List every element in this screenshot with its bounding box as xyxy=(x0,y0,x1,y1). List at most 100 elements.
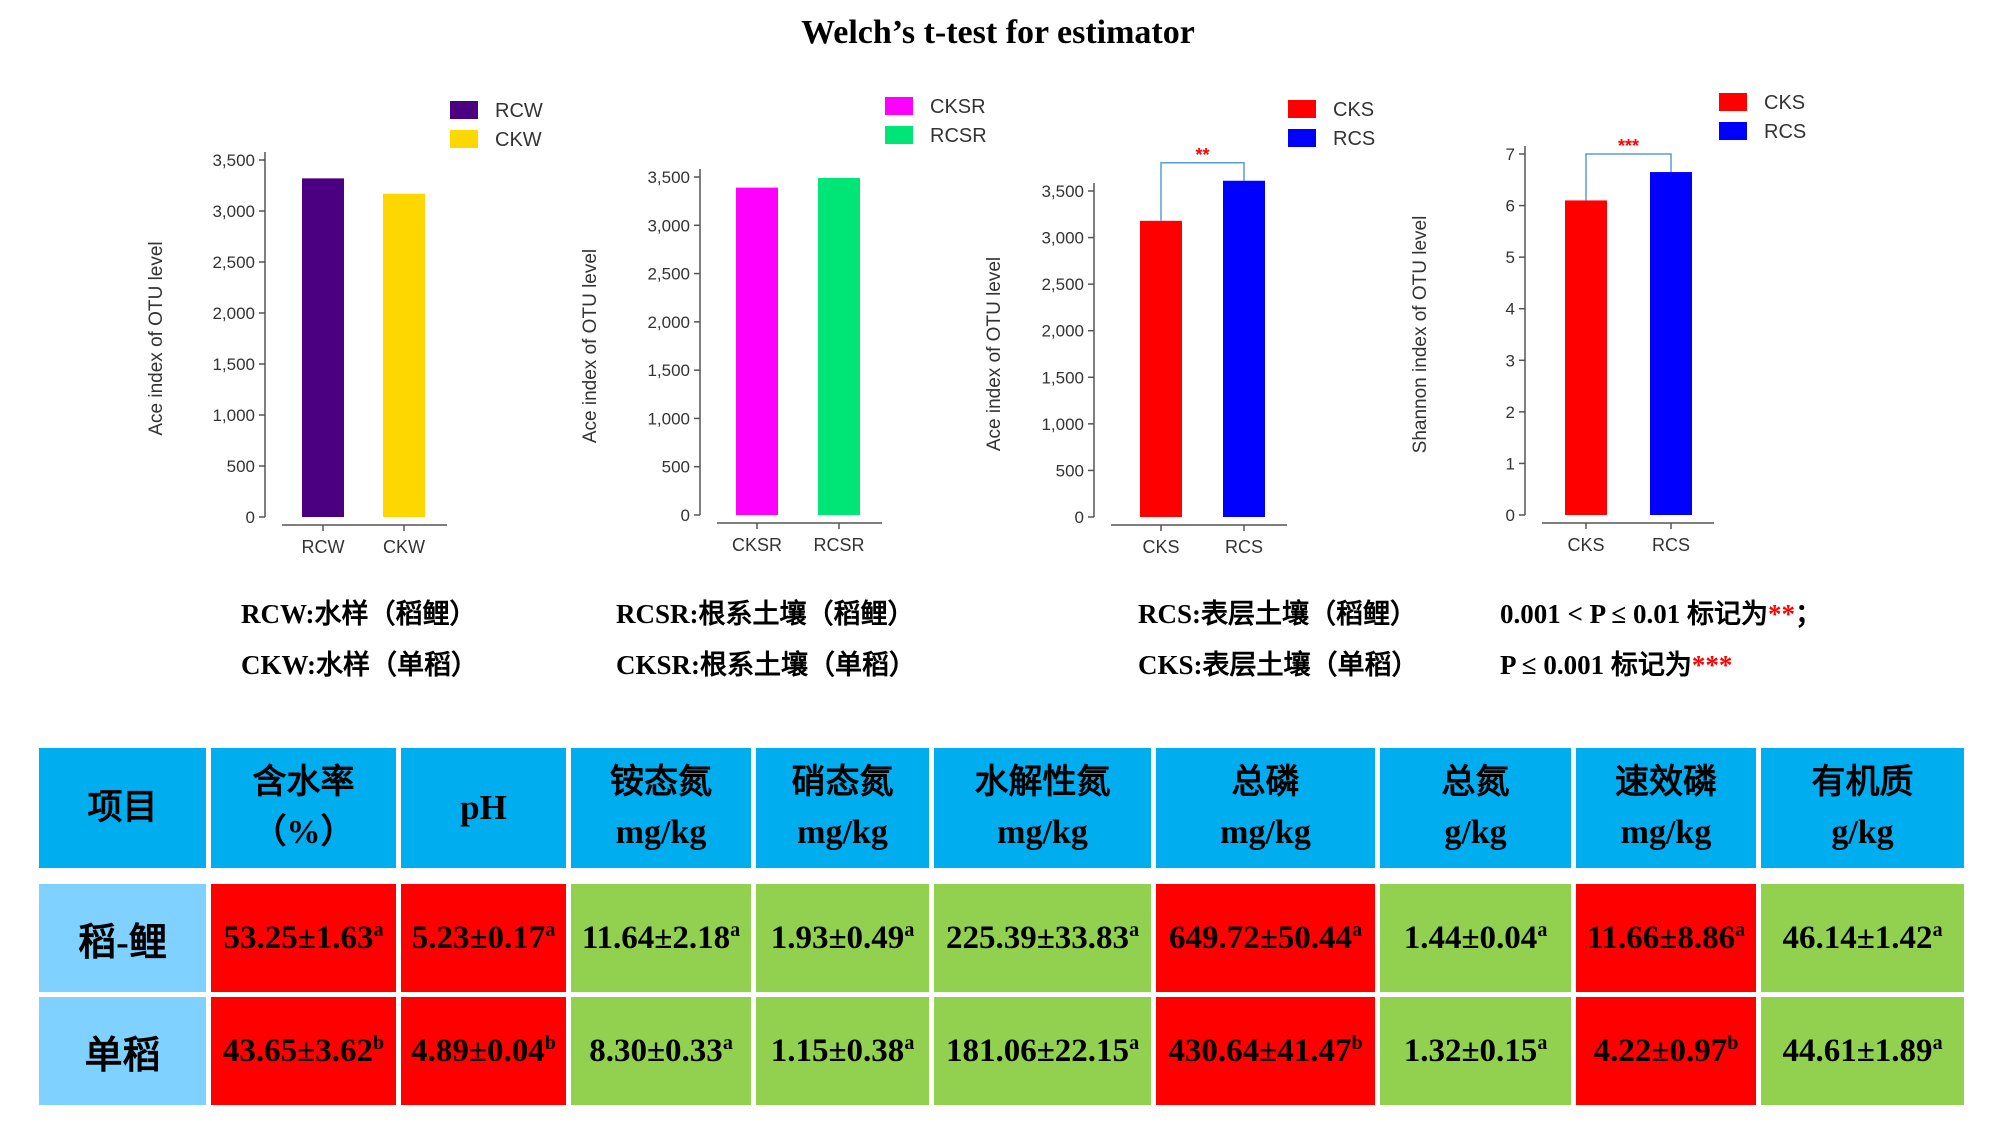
legend-swatch xyxy=(450,130,478,148)
y-tick-label: 2,000 xyxy=(1041,322,1084,341)
cell-value: 1.15±0.38 xyxy=(770,1032,905,1069)
significance-stars: ** xyxy=(1195,145,1209,165)
significance-letter: a xyxy=(1537,918,1548,941)
cell-value: 430.64±41.47 xyxy=(1168,1032,1352,1069)
table-cell: 430.64±41.47b xyxy=(1151,992,1380,1110)
significance-letter: b xyxy=(1351,1031,1363,1054)
y-tick-label: 500 xyxy=(662,458,690,477)
y-tick-label: 2,000 xyxy=(212,304,255,323)
y-tick-label: 0 xyxy=(1506,506,1515,525)
y-tick-label: 3 xyxy=(1506,351,1515,370)
column-header: 硝态氮 mg/kg xyxy=(751,743,934,873)
bar-cks xyxy=(1565,200,1607,515)
y-tick-label: 3,000 xyxy=(1041,229,1084,248)
bar-ckw xyxy=(383,193,425,517)
column-header: 有机质 g/kg xyxy=(1756,743,1969,873)
table-body: 稻-鲤 53.25±1.63a 5.23±0.17a 11.64±2.18a 1.93±… xyxy=(34,870,1969,1110)
significance-bracket xyxy=(1160,162,1245,221)
significance-letter: a xyxy=(1129,918,1140,941)
y-tick-label: 2,500 xyxy=(212,253,255,272)
y-tick-label: 3,000 xyxy=(647,216,690,235)
y-tick-label: 500 xyxy=(1056,461,1084,480)
y-tick-label: 1,000 xyxy=(647,409,690,428)
column-header-unit: （%） xyxy=(252,814,355,851)
legend-swatch xyxy=(1288,100,1316,118)
note-p-triple-star: P ≤ 0.001 标记为*** xyxy=(1500,643,1732,682)
significance-letter: a xyxy=(722,1031,733,1054)
significance-letter: a xyxy=(1932,1031,1943,1054)
significance-letter: b xyxy=(373,1031,385,1054)
p1-stars: ** xyxy=(1767,599,1795,629)
cell-value: 11.64±2.18 xyxy=(581,919,731,956)
column-header-unit: mg/kg xyxy=(1620,814,1712,851)
x-tick-label: CKS xyxy=(1567,535,1604,555)
cell-value: 1.93±0.49 xyxy=(770,919,905,956)
cell-value: 11.66±8.86 xyxy=(1586,919,1736,956)
y-axis-label: Ace index of OTU level xyxy=(580,249,601,443)
cell-value: 53.25±1.63 xyxy=(223,919,374,956)
column-header-name: 有机质 xyxy=(1811,764,1914,801)
cell-value: 1.44±0.04 xyxy=(1403,919,1538,956)
table-cell: 225.39±33.83a xyxy=(929,879,1156,997)
significance-letter: a xyxy=(373,918,384,941)
column-header-name: 总磷 xyxy=(1231,764,1300,801)
bar-rcs xyxy=(1650,172,1692,516)
cell-value: 43.65±3.62 xyxy=(222,1032,373,1069)
cell-value: 181.06±22.15 xyxy=(945,1032,1130,1069)
y-tick-label: 1 xyxy=(1506,454,1515,473)
y-tick-label: 6 xyxy=(1506,197,1515,216)
column-header: 速效磷 mg/kg xyxy=(1571,743,1761,873)
table-cell: 11.66±8.86a xyxy=(1571,879,1761,997)
note-rcs: RCS:表层土壤（稻鲤） xyxy=(1138,599,1418,629)
y-axis-label: Shannon index of OTU level xyxy=(1410,216,1431,454)
column-header-unit: mg/kg xyxy=(797,814,888,851)
soil-properties-table: 项目 含水率 （%） pH 铵态氮 mg/kg 硝态氮 mg/kg 水解性氮 mg/kg 总磷 mg/… xyxy=(34,743,1969,1110)
y-tick-label: 1,000 xyxy=(212,406,255,425)
y-tick-label: 0 xyxy=(246,508,255,527)
y-tick-label: 1,000 xyxy=(1041,415,1084,434)
column-header-unit: g/kg xyxy=(1831,814,1894,851)
note-p-double-star: 0.001 < P ≤ 0.01 标记为**； xyxy=(1500,592,1822,631)
note-rcsr: RCSR:根系土壤（稻鲤） xyxy=(616,599,915,629)
x-tick-label: CKSR xyxy=(732,535,782,555)
y-axis-label: Ace index of OTU level xyxy=(146,241,167,435)
column-header: 总氮 g/kg xyxy=(1375,743,1576,873)
significance-letter: a xyxy=(730,918,741,941)
bar-rcw xyxy=(302,178,344,518)
table-cell: 46.14±1.42a xyxy=(1756,879,1969,997)
column-header-name: 硝态氮 xyxy=(791,764,894,801)
y-tick-label: 3,500 xyxy=(212,151,255,170)
column-header: 铵态氮 mg/kg xyxy=(566,743,756,873)
significance-letter: a xyxy=(1352,918,1363,941)
y-axis-label: Ace index of OTU level xyxy=(984,257,1005,451)
table-cell: 649.72±50.44a xyxy=(1151,879,1380,997)
bar-rcs xyxy=(1223,180,1265,518)
y-tick-label: 1,500 xyxy=(1041,368,1084,387)
bar-cks xyxy=(1140,220,1182,517)
cell-value: 46.14±1.42 xyxy=(1782,919,1933,956)
significance-letter: b xyxy=(1727,1031,1739,1054)
x-tick-label: CKW xyxy=(383,537,425,557)
x-tick-label: RCW xyxy=(302,537,345,557)
column-header: 含水率 （%） xyxy=(206,743,401,873)
significance-bracket xyxy=(1585,153,1672,201)
legend-label: CKS xyxy=(1333,99,1374,121)
column-header: pH xyxy=(396,743,571,873)
table-cell: 11.64±2.18a xyxy=(566,879,756,997)
y-tick-label: 0 xyxy=(1075,508,1084,527)
table-cell: 44.61±1.89a xyxy=(1756,992,1969,1110)
x-tick-label: RCS xyxy=(1652,535,1690,555)
table-cell: 43.65±3.62b xyxy=(206,992,401,1110)
table-cell: 1.93±0.49a xyxy=(751,879,934,997)
cell-value: 4.89±0.04 xyxy=(411,1032,545,1069)
y-tick-label: 3,000 xyxy=(212,202,255,221)
table-cell: 1.32±0.15a xyxy=(1375,992,1576,1110)
cell-value: 4.22±0.97 xyxy=(1593,1032,1728,1069)
y-tick-label: 0 xyxy=(681,506,690,525)
cell-value: 44.61±1.89 xyxy=(1782,1032,1933,1069)
column-header-unit: g/kg xyxy=(1444,814,1507,851)
note-ckw: CKW:水样（单稻） xyxy=(241,650,479,680)
significance-letter: a xyxy=(1932,918,1943,941)
table-cell: 4.89±0.04b xyxy=(396,992,571,1110)
significance-letter: a xyxy=(904,918,915,941)
